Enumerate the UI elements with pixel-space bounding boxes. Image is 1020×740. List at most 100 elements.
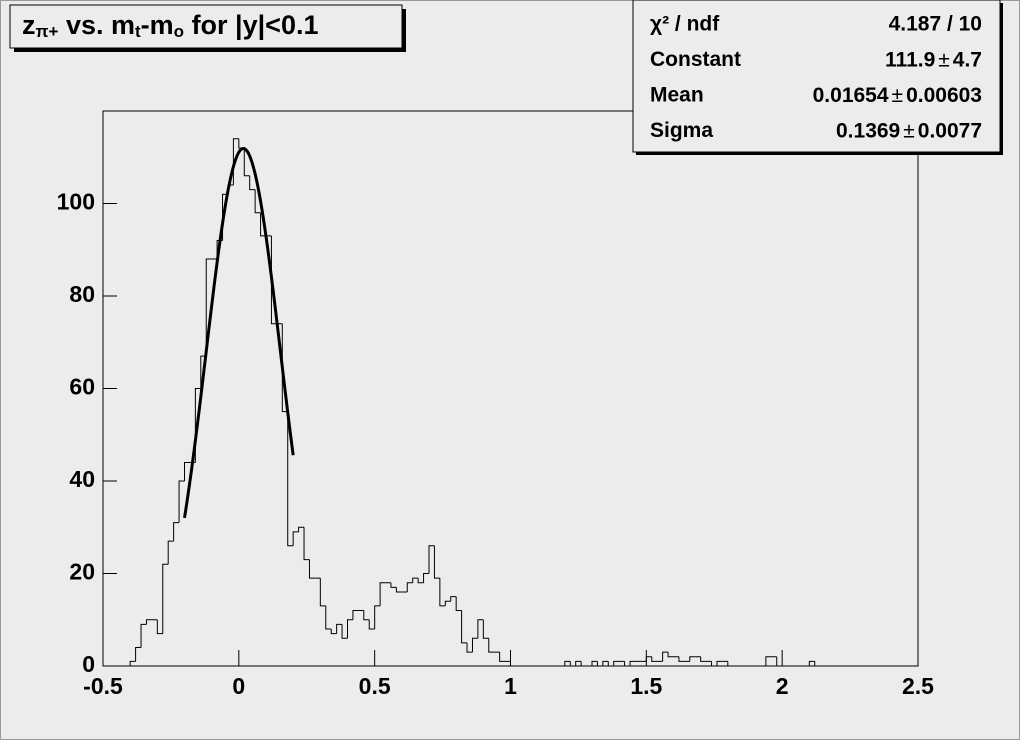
histogram-bin	[575, 660, 582, 666]
chart-title: zπ+ vs. mt-mo for |y|<0.1	[22, 10, 318, 41]
stat-value-number: 0.1369	[836, 119, 900, 142]
histogram-bin	[613, 660, 620, 666]
histogram-bin	[716, 660, 723, 666]
histogram-bin	[689, 656, 696, 662]
histogram-bin	[471, 637, 478, 653]
histogram-bin	[287, 411, 294, 547]
histogram-bin	[564, 660, 571, 666]
y-tick-label: 80	[69, 281, 95, 307]
histogram-bin	[667, 652, 674, 658]
stat-value: 111.9 ±4.7	[885, 48, 982, 71]
histogram-bin	[140, 623, 147, 648]
x-tick-label: 2	[776, 673, 789, 699]
histogram-bin	[417, 578, 424, 584]
x-tick-label: 1	[504, 673, 517, 699]
stats-box	[632, 0, 1001, 153]
stat-label: Constant	[650, 48, 741, 71]
title-text: vs. m	[58, 10, 135, 40]
histogram-bin	[455, 596, 462, 611]
histogram-bin	[395, 587, 402, 593]
histogram-bin	[765, 656, 772, 666]
y-tick-label: 60	[69, 374, 95, 400]
histogram-bin	[423, 573, 429, 583]
histogram-bin	[162, 563, 169, 634]
histogram-bin	[499, 652, 506, 662]
histogram-bin	[298, 526, 305, 532]
stat-value: 0.1369 ±0.0077	[836, 119, 982, 142]
histogram-bin	[450, 596, 457, 602]
histogram-bin	[368, 619, 375, 630]
histogram-bin	[205, 258, 212, 357]
x-tick-label: -0.5	[83, 673, 123, 699]
histogram-bin	[477, 619, 484, 639]
histogram-bin	[330, 629, 337, 635]
stat-label: Mean	[650, 84, 704, 107]
histogram-bin	[145, 619, 152, 625]
stat-label: χ² / ndf	[650, 13, 720, 36]
x-tick-label: 2.5	[902, 673, 934, 699]
histogram-bin	[341, 624, 348, 639]
title-text: z	[22, 10, 36, 40]
histogram-bin	[645, 656, 652, 662]
title-box	[9, 4, 403, 49]
histogram-bin	[596, 661, 603, 667]
stat-value: 0.01654 ±0.00603	[813, 84, 982, 107]
histogram-bin	[439, 578, 446, 607]
histogram-bin	[569, 661, 576, 667]
histogram-bin	[488, 638, 495, 653]
plus-minus: ±	[903, 119, 915, 142]
histogram-bin	[727, 661, 734, 667]
histogram-bin	[292, 531, 299, 546]
histogram-bin	[776, 656, 783, 667]
stat-label: Sigma	[650, 119, 713, 142]
histogram-bin	[651, 656, 658, 662]
stat-value: 4.187 / 10	[889, 13, 982, 36]
histogram-bin	[249, 175, 256, 191]
y-tick-label: 0	[82, 651, 95, 677]
fit-curve	[183, 146, 295, 519]
histogram-bin	[347, 619, 353, 639]
histogram-bin	[254, 189, 261, 214]
title-text: for |y|<0.1	[184, 10, 318, 40]
stat-value-number: 111.9	[885, 48, 935, 71]
histogram-bin	[433, 545, 440, 579]
histogram-bin	[184, 462, 190, 481]
histogram-bin	[624, 661, 631, 667]
histogram-bin	[156, 619, 163, 635]
histogram-bin	[260, 212, 266, 237]
y-tick-label: 40	[69, 466, 95, 492]
histogram-bin	[814, 661, 821, 667]
histogram-bin	[379, 582, 386, 606]
title-subscript: t	[135, 22, 141, 41]
stat-error: 0.0077	[918, 119, 982, 142]
x-tick-label: 1.5	[630, 673, 662, 699]
histogram-bin	[711, 661, 717, 667]
histogram-bin	[461, 610, 468, 644]
histogram-bin	[308, 559, 315, 579]
histogram-bin	[591, 660, 598, 666]
histogram-bin	[352, 610, 359, 620]
histogram-bin	[602, 660, 609, 666]
title-subscript: o	[174, 22, 184, 41]
stat-value-number: 0.01654	[813, 84, 889, 107]
x-tick-label: 0.5	[359, 673, 391, 699]
histogram-bin	[303, 527, 310, 561]
title-text: -m	[141, 10, 174, 40]
histogram-bin	[243, 148, 250, 177]
histogram-bin	[808, 660, 815, 666]
histogram-bin	[319, 578, 326, 607]
plus-minus: ±	[938, 48, 950, 71]
histogram-bin	[482, 619, 489, 639]
y-tick-label: 100	[57, 189, 95, 215]
histogram-bin	[580, 661, 587, 667]
title-subscript: π+	[36, 22, 59, 41]
stat-error: 4.7	[953, 48, 982, 71]
histogram-bin	[135, 647, 142, 662]
histogram-bin	[428, 545, 435, 574]
histogram-bin	[406, 582, 413, 592]
histogram-bin	[678, 656, 685, 662]
histogram-bin	[390, 582, 397, 588]
histogram-bin	[607, 661, 614, 667]
